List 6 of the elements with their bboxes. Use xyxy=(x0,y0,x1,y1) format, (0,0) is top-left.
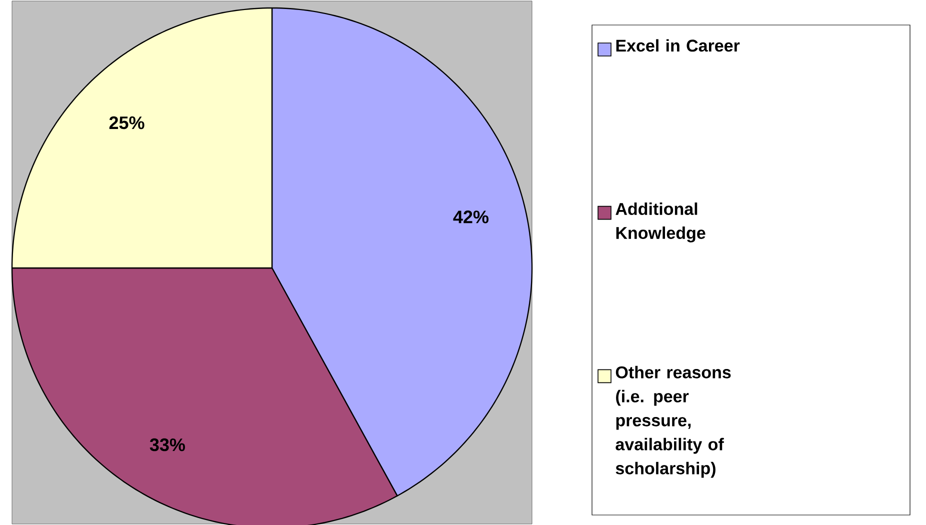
data-label: 25% xyxy=(109,116,144,130)
legend-label: Other reasons (i.e. peer pressure, availability of scholarship) xyxy=(616,366,731,478)
legend-label: Excel in Career xyxy=(616,39,740,52)
legend-label: Additional Knowledge xyxy=(616,202,706,242)
data-label: 42% xyxy=(453,210,488,224)
data-label: 33% xyxy=(150,438,185,452)
